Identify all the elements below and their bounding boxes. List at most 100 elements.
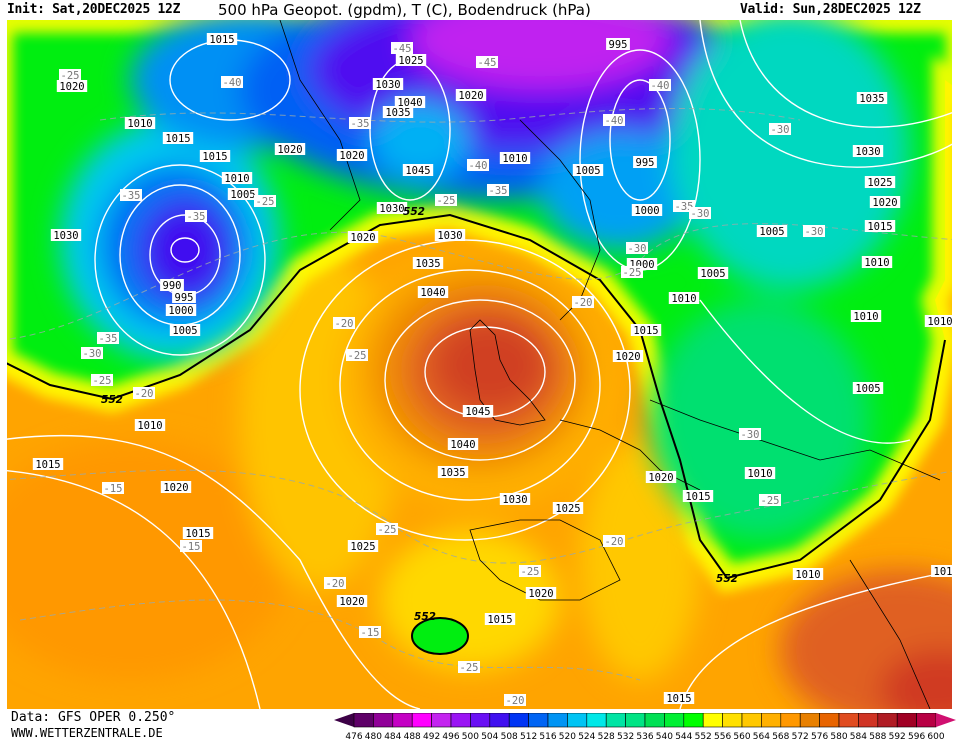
temperature-label: -35 (97, 332, 119, 345)
svg-text:1010: 1010 (671, 293, 696, 305)
pressure-label: 1015 (32, 458, 64, 471)
svg-text:1020: 1020 (458, 90, 483, 102)
geopotential-552-label: 552 (414, 611, 436, 623)
temperature-label: -45 (476, 56, 498, 69)
svg-text:1005: 1005 (230, 189, 255, 201)
pressure-label: 1040 (447, 438, 479, 451)
legend-label: 520 (559, 732, 576, 741)
legend-label: 492 (423, 732, 440, 741)
temperature-label: -20 (603, 535, 625, 548)
svg-text:-20: -20 (135, 388, 154, 400)
geopotential-552-label: 552 (716, 573, 738, 585)
svg-text:-15: -15 (361, 627, 380, 639)
color-legend: 476 480 484 488 492 496 500 504 508 512 516 520 524 5… (334, 713, 956, 741)
legend-swatch (605, 713, 626, 728)
temperature-label: -25 (435, 194, 457, 207)
pressure-label: 1010 (668, 292, 700, 305)
legend-swatch (838, 713, 859, 728)
svg-text:-25: -25 (61, 70, 80, 82)
map-header: Init: Sat,20DEC2025 12Z 500 hPa Geopot. … (0, 0, 959, 20)
legend-label: 568 (772, 732, 789, 741)
svg-text:-25: -25 (256, 196, 275, 208)
weather-map: 1015 1025 995 1020 1030 1040 1035 1020 1010 1015 1… (7, 20, 952, 709)
legend-swatch (644, 713, 665, 728)
pressure-label: 1020 (645, 471, 677, 484)
svg-text:-25: -25 (623, 267, 642, 279)
legend-label: 500 (462, 732, 479, 741)
svg-text:1010: 1010 (137, 420, 162, 432)
svg-text:-25: -25 (437, 195, 456, 207)
pressure-label: 1015 (162, 132, 194, 145)
svg-text:1015: 1015 (185, 528, 210, 540)
svg-text:-25: -25 (348, 350, 367, 362)
svg-text:-35: -35 (187, 211, 206, 223)
temperature-label: -30 (769, 123, 791, 136)
svg-text:1015: 1015 (666, 693, 691, 705)
pressure-label: 1010 (221, 172, 253, 185)
temperature-label: -30 (739, 428, 761, 441)
temperature-label: -45 (391, 42, 413, 55)
legend-swatch (916, 713, 937, 728)
legend-swatch (896, 713, 917, 728)
legend-label: 528 (598, 732, 615, 741)
legend-label: 488 (404, 732, 421, 741)
data-source: Data: GFS OPER 0.250° (11, 710, 176, 725)
pressure-label: 1000 (631, 204, 663, 217)
pressure-label: 1015 (182, 527, 214, 540)
svg-text:-35: -35 (675, 201, 694, 213)
temperature-label: -40 (467, 159, 489, 172)
temperature-label: -25 (91, 374, 113, 387)
valid-time: Valid: Sun,28DEC2025 12Z (740, 2, 921, 17)
pressure-label: 1005 (852, 382, 884, 395)
temperature-label: -25 (376, 523, 398, 536)
svg-text:1015: 1015 (35, 459, 60, 471)
svg-text:-45: -45 (478, 57, 497, 69)
pressure-label: 1010 (134, 419, 166, 432)
legend-swatch (392, 713, 413, 728)
svg-text:1020: 1020 (872, 197, 897, 209)
svg-text:1030: 1030 (502, 494, 527, 506)
map-title: 500 hPa Geopot. (gpdm), T (C), Bodendruc… (218, 1, 591, 19)
temperature-label: -20 (324, 577, 346, 590)
pressure-label: 1025 (552, 502, 584, 515)
website: WWW.WETTERZENTRALE.DE (11, 726, 163, 740)
svg-text:1010: 1010 (747, 468, 772, 480)
svg-text:-25: -25 (521, 566, 540, 578)
svg-text:1010: 1010 (502, 153, 527, 165)
pressure-label: 1020 (455, 89, 487, 102)
svg-text:1000: 1000 (168, 305, 193, 317)
svg-text:-40: -40 (469, 160, 488, 172)
svg-text:1020: 1020 (648, 472, 673, 484)
pressure-label: 1020 (274, 143, 306, 156)
svg-text:-30: -30 (805, 226, 824, 238)
pressure-label: 1000 (165, 304, 197, 317)
legend-label: 572 (792, 732, 809, 741)
temperature-label: -25 (346, 349, 368, 362)
temperature-label: -15 (359, 626, 381, 639)
pressure-label: 1030 (434, 229, 466, 242)
svg-text:1005: 1005 (759, 226, 784, 238)
pressure-label: 1035 (437, 466, 469, 479)
svg-text:-30: -30 (771, 124, 790, 136)
pressure-label: 1005 (572, 164, 604, 177)
legend-label: 480 (365, 732, 382, 741)
pressure-label: 1020 (612, 350, 644, 363)
svg-text:995: 995 (609, 39, 628, 51)
temperature-label: -15 (180, 540, 202, 553)
svg-text:-30: -30 (83, 348, 102, 360)
legend-swatch (411, 713, 432, 728)
svg-text:-35: -35 (99, 333, 118, 345)
svg-text:1010: 1010 (864, 257, 889, 269)
svg-text:-20: -20 (605, 536, 624, 548)
svg-text:1030: 1030 (375, 79, 400, 91)
legend-swatch (489, 713, 510, 728)
legend-swatch (877, 713, 898, 728)
geopotential-552-label: 552 (101, 394, 123, 406)
legend-swatch (586, 713, 607, 728)
legend-label: 532 (617, 732, 634, 741)
temperature-label: -20 (572, 296, 594, 309)
svg-text:1010: 1010 (127, 118, 152, 130)
pressure-label: 101 (931, 565, 952, 578)
svg-text:-20: -20 (326, 578, 345, 590)
svg-text:-15: -15 (104, 483, 123, 495)
